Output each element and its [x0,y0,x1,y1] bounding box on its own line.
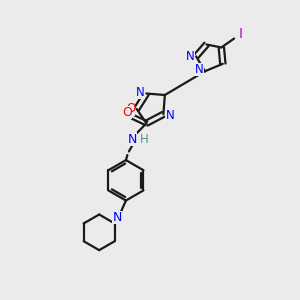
Text: N: N [186,50,195,63]
Text: I: I [239,27,243,41]
Text: O: O [122,106,132,119]
Text: N: N [112,211,122,224]
Text: N: N [195,63,204,76]
Text: H: H [140,133,149,146]
Text: N: N [166,109,174,122]
Text: N: N [136,85,145,98]
Text: N: N [128,133,137,146]
Text: O: O [126,103,135,116]
